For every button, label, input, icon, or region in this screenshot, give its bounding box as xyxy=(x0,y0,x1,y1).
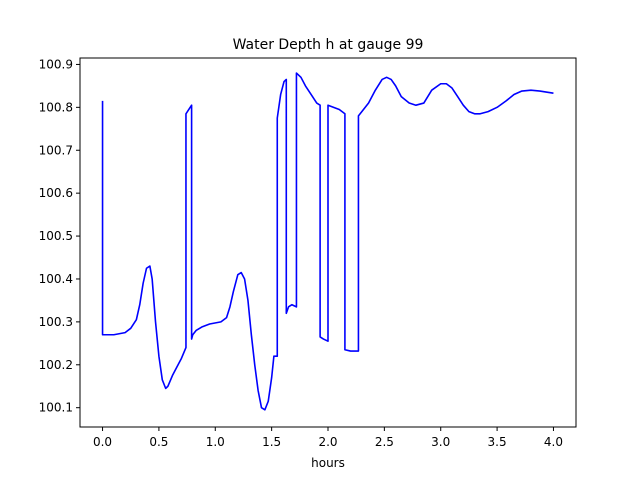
y-tick-label: 100.5 xyxy=(39,229,73,243)
y-tick-label: 100.1 xyxy=(39,401,73,415)
series-line xyxy=(101,72,554,411)
x-tick-label: 0.0 xyxy=(93,435,112,449)
y-tick-label: 100.6 xyxy=(39,186,73,200)
y-axis-ticks: 100.1 100.2 100.3 100.4 100.5 100.6 100.7 100.8… xyxy=(39,57,80,415)
y-tick-label: 100.7 xyxy=(39,143,73,157)
x-tick-label: 2.5 xyxy=(375,435,394,449)
x-tick-label: 0.5 xyxy=(149,435,168,449)
axes-frame xyxy=(79,57,577,428)
chart-title: Water Depth h at gauge 99 xyxy=(233,37,424,53)
x-tick-label: 1.5 xyxy=(262,435,281,449)
x-tick-label: 1.0 xyxy=(206,435,225,449)
x-tick-label: 2.0 xyxy=(318,435,337,449)
x-axis-ticks: 0.0 0.5 1.0 1.5 2.0 2.5 3.0 3.5 4.0 xyxy=(93,427,563,449)
x-tick-label: 4.0 xyxy=(544,435,563,449)
x-axis-label: hours xyxy=(311,456,345,470)
y-tick-label: 100.3 xyxy=(39,315,73,329)
plot-area xyxy=(101,72,554,411)
x-tick-label: 3.5 xyxy=(488,435,507,449)
y-tick-label: 100.9 xyxy=(39,57,73,71)
x-tick-label: 3.0 xyxy=(431,435,450,449)
y-tick-label: 100.2 xyxy=(39,358,73,372)
y-tick-label: 100.4 xyxy=(39,272,73,286)
y-tick-label: 100.8 xyxy=(39,100,73,114)
